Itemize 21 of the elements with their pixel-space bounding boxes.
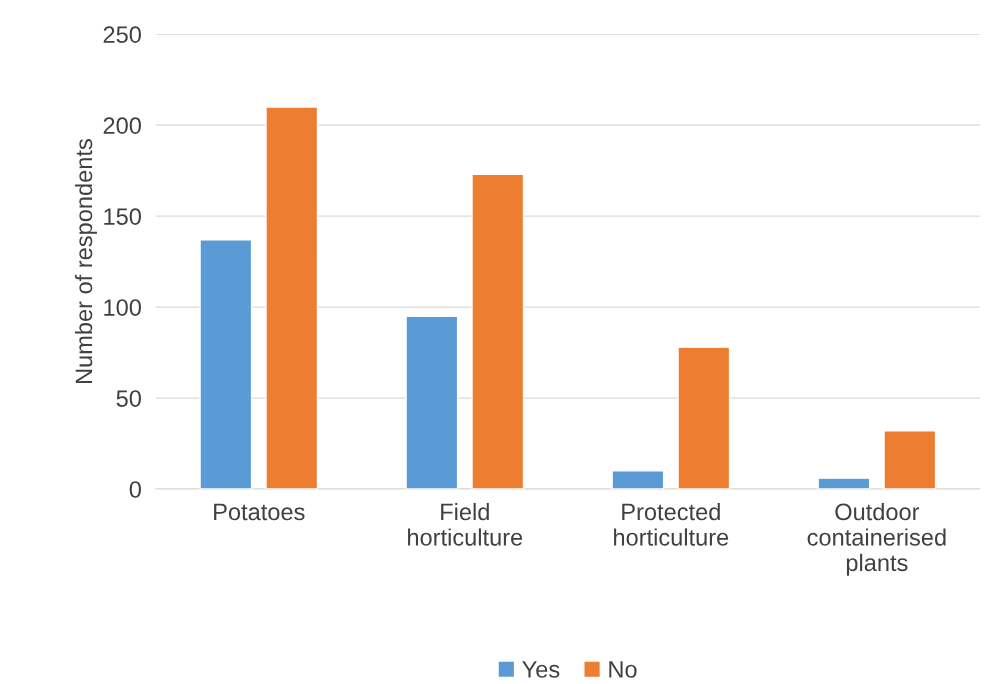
y-tick-label: 150 bbox=[104, 208, 141, 225]
y-tick-label: 200 bbox=[103, 117, 141, 134]
bar bbox=[817, 477, 871, 490]
bar bbox=[883, 430, 937, 490]
x-tick-label: Field horticulture bbox=[408, 502, 523, 546]
y-axis-title: Number of respondents bbox=[74, 139, 97, 384]
bar bbox=[471, 173, 525, 490]
x-tick-label: Protected horticulture bbox=[614, 502, 729, 546]
bar bbox=[199, 239, 253, 490]
x-tick-label: Potatoes bbox=[214, 503, 305, 521]
y-tick-label: 250 bbox=[103, 26, 141, 43]
bar bbox=[405, 315, 459, 490]
x-tick-label: Outdoor containerised plants bbox=[807, 502, 946, 576]
y-tick-label: 100 bbox=[104, 299, 141, 316]
y-tick-label: 50 bbox=[116, 390, 141, 407]
legend-label: No bbox=[609, 661, 637, 678]
legend-label: Yes bbox=[522, 661, 560, 678]
bar bbox=[611, 470, 665, 490]
bar bbox=[265, 106, 319, 490]
y-tick-label: 0 bbox=[129, 481, 141, 498]
bar bbox=[677, 346, 731, 490]
